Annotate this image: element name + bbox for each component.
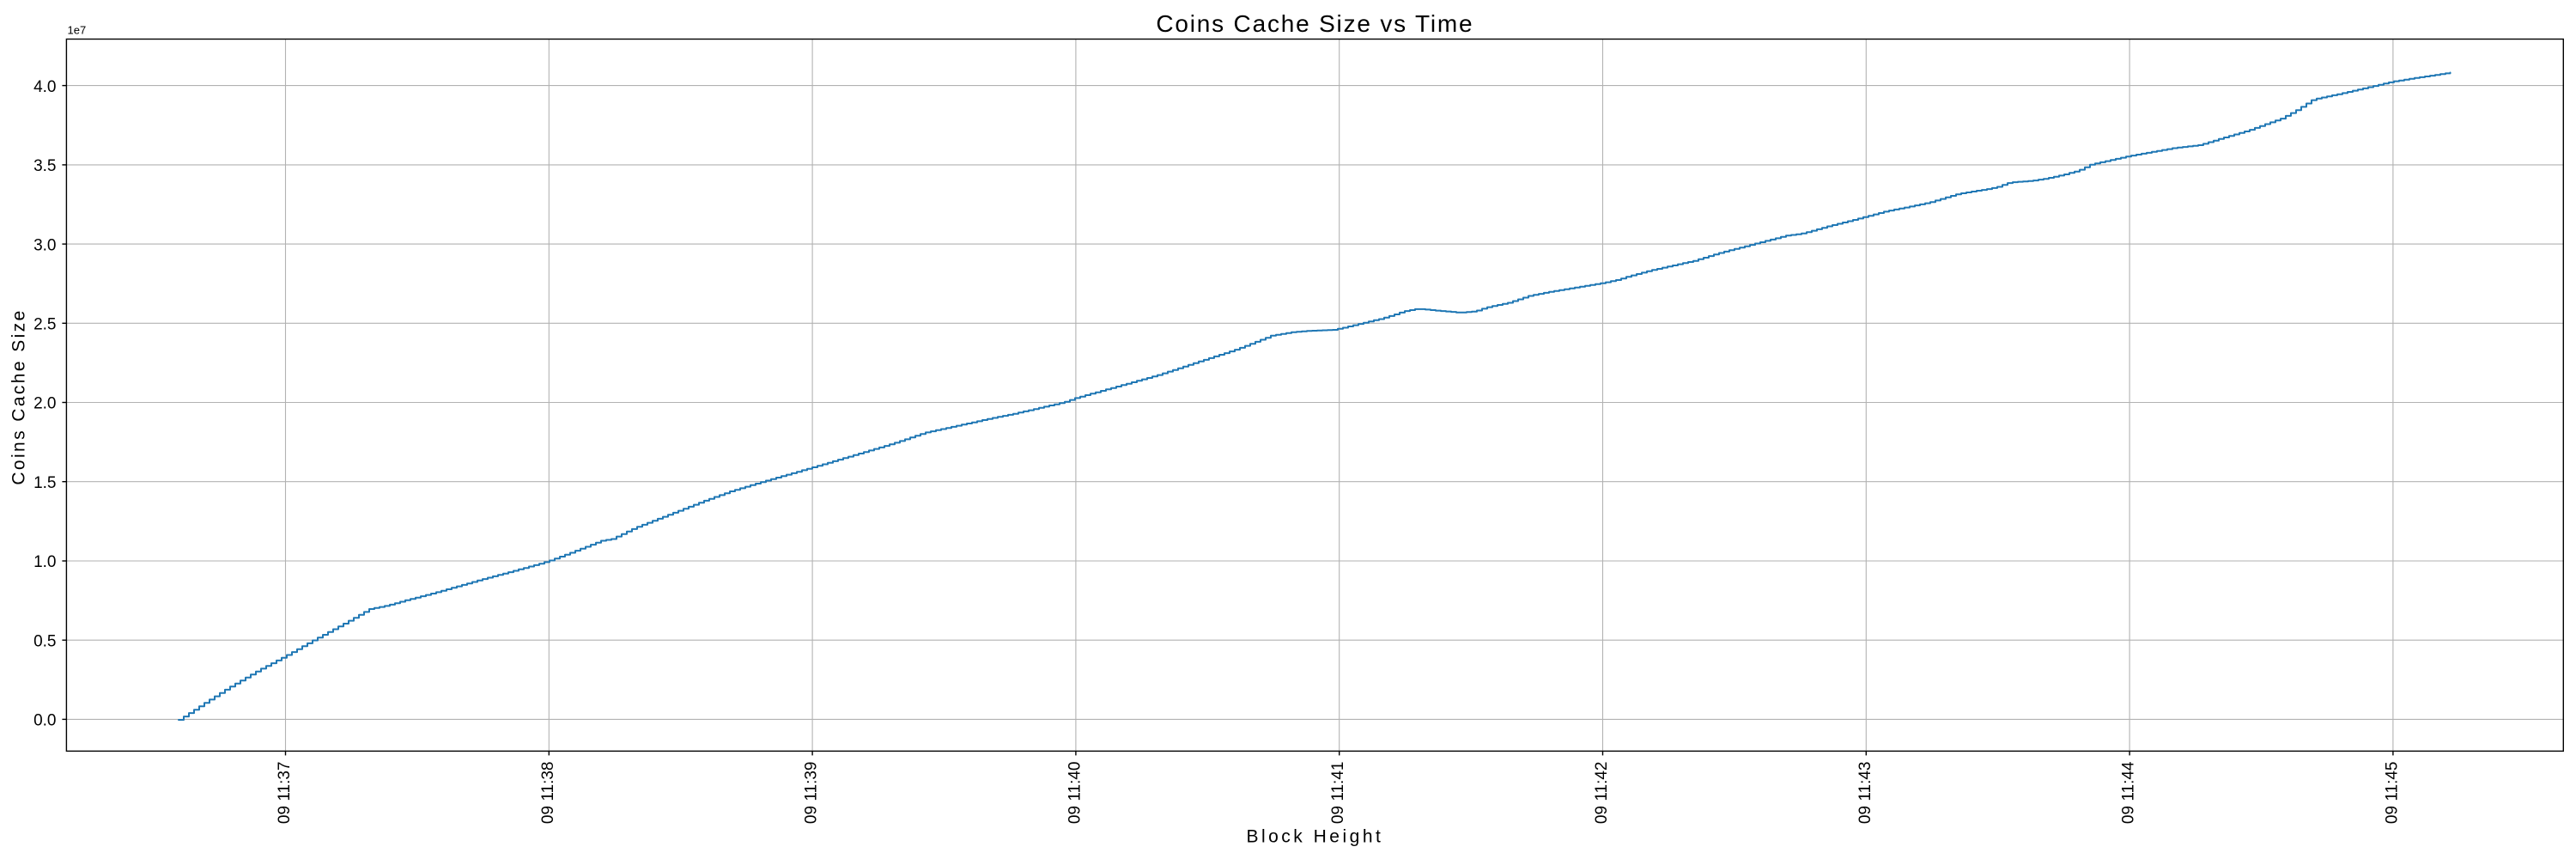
svg-text:4.0: 4.0 xyxy=(33,78,56,96)
svg-text:1.0: 1.0 xyxy=(33,553,56,571)
svg-text:Coins Cache Size vs Time: Coins Cache Size vs Time xyxy=(1156,10,1473,37)
svg-text:09 11:37: 09 11:37 xyxy=(276,762,294,825)
svg-text:09 11:43: 09 11:43 xyxy=(1856,762,1874,825)
svg-text:3.0: 3.0 xyxy=(33,236,56,254)
svg-text:09 11:45: 09 11:45 xyxy=(2383,762,2401,825)
svg-text:2.0: 2.0 xyxy=(33,395,56,413)
svg-text:0.5: 0.5 xyxy=(33,632,56,650)
svg-text:09 11:42: 09 11:42 xyxy=(1593,762,1611,825)
svg-text:09 11:38: 09 11:38 xyxy=(539,762,557,825)
svg-text:1e7: 1e7 xyxy=(68,24,87,37)
svg-text:09 11:39: 09 11:39 xyxy=(803,762,821,825)
svg-text:09 11:44: 09 11:44 xyxy=(2120,761,2138,824)
svg-text:09 11:40: 09 11:40 xyxy=(1066,762,1084,825)
svg-text:Block Height: Block Height xyxy=(1246,826,1383,846)
svg-text:2.5: 2.5 xyxy=(33,316,56,334)
svg-text:09 11:41: 09 11:41 xyxy=(1329,762,1347,825)
svg-text:Coins Cache Size: Coins Cache Size xyxy=(9,308,29,484)
svg-text:1.5: 1.5 xyxy=(33,474,56,492)
svg-text:3.5: 3.5 xyxy=(33,157,56,175)
svg-text:0.0: 0.0 xyxy=(33,712,56,730)
